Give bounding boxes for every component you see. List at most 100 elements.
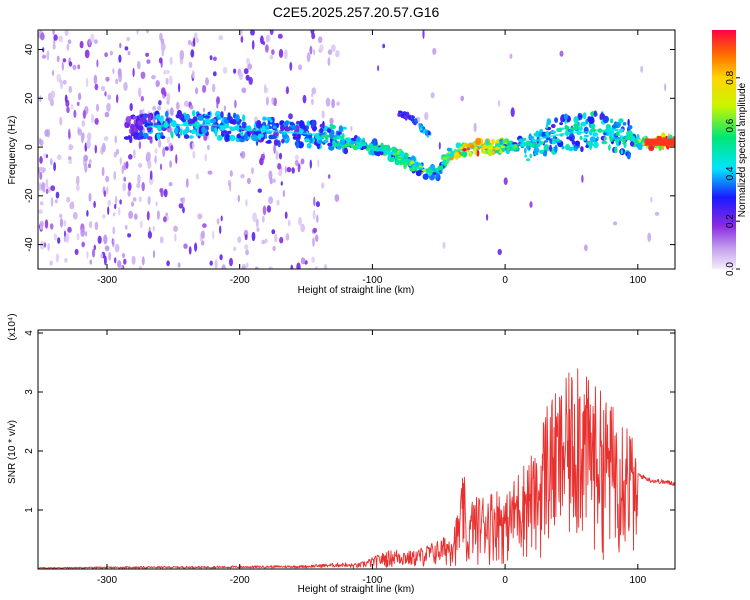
noise-blob: [182, 206, 185, 214]
noise-blob: [128, 154, 133, 160]
noise-blob: [79, 40, 84, 49]
noise-blob: [442, 241, 446, 249]
noise-blob: [209, 260, 213, 266]
noise-blob: [127, 182, 132, 191]
noise-blob: [138, 163, 143, 168]
noise-blob: [311, 98, 314, 106]
spectrogram-y-label: Frequency (Hz): [7, 116, 18, 185]
noise-blob: [104, 111, 110, 118]
ridge-highlight: [336, 135, 341, 139]
noise-blob: [195, 87, 199, 95]
noise-blob: [114, 257, 117, 264]
noise-blob: [460, 95, 465, 102]
ridge-blob: [526, 158, 531, 162]
secondary-ridge-blob: [419, 127, 423, 131]
noise-blob: [41, 54, 47, 59]
noise-blob: [158, 100, 162, 106]
noise-blob: [94, 221, 99, 231]
ridge-blob: [132, 116, 137, 120]
ridge-blob: [150, 122, 153, 127]
noise-blob: [80, 134, 84, 144]
noise-blob: [177, 262, 181, 268]
noise-blob: [291, 167, 295, 174]
ridge-blob: [164, 120, 168, 129]
noise-blob: [261, 239, 266, 245]
noise-blob: [112, 68, 115, 74]
noise-blob: [133, 213, 138, 220]
noise-blob: [312, 210, 316, 220]
noise-blob: [45, 178, 49, 189]
ridge-blob: [590, 122, 596, 129]
noise-blob: [286, 167, 292, 173]
noise-blob: [120, 264, 123, 269]
noise-blob: [137, 87, 142, 98]
noise-blob: [43, 186, 46, 193]
ridge-blob: [179, 128, 183, 136]
noise-blob: [284, 49, 288, 60]
noise-blob: [86, 139, 91, 150]
ridge-blob: [475, 137, 482, 146]
noise-blob: [86, 210, 89, 217]
noise-blob: [115, 78, 119, 85]
y-tick-label: 0: [24, 144, 35, 150]
noise-blob: [315, 201, 320, 208]
noise-blob: [255, 218, 259, 228]
ridge-blob: [205, 118, 208, 123]
noise-blob: [316, 214, 319, 223]
noise-blob: [131, 201, 134, 207]
ridge-blob: [580, 121, 587, 127]
noise-blob: [68, 61, 73, 67]
noise-blob: [229, 257, 233, 267]
noise-blob: [122, 182, 127, 192]
noise-blob: [129, 103, 133, 111]
ridge-highlight: [325, 134, 331, 138]
noise-blob: [559, 50, 564, 57]
ridge-blob: [487, 148, 493, 157]
ridge-blob: [588, 116, 595, 124]
ridge-blob: [326, 128, 332, 133]
noise-blob: [138, 141, 142, 150]
ridge-blob: [184, 134, 190, 140]
x-tick-label: -100: [362, 275, 382, 286]
noise-blob: [152, 105, 157, 111]
ridge-highlight: [535, 139, 541, 142]
snr-panel: -300 -200 -100 0 100 1 2 3 4 Height of straight…: [7, 313, 676, 595]
ridge-highlight: [506, 145, 510, 151]
noise-blob: [185, 178, 189, 188]
noise-blob: [284, 211, 288, 219]
noise-blob: [290, 264, 294, 269]
ridge-blob: [136, 115, 140, 121]
noise-blob: [190, 49, 195, 58]
noise-blob: [422, 30, 425, 39]
ridge-blob: [261, 125, 266, 133]
spectrogram-x-ticks: -300 -200 -100 0 100: [97, 30, 647, 286]
noise-blob: [285, 233, 290, 241]
noise-blob: [46, 154, 48, 159]
ridge-blob: [257, 133, 262, 141]
noise-blob: [319, 44, 324, 52]
ridge-blob: [129, 128, 132, 134]
noise-blob: [306, 52, 311, 63]
ridge-blob: [192, 110, 196, 117]
ridge-blob: [190, 129, 197, 135]
secondary-ridge-blob: [414, 118, 418, 123]
ridge-blob: [220, 111, 224, 118]
ridge-blob: [306, 120, 311, 127]
noise-blob: [90, 33, 95, 43]
y-tick-label: 20: [24, 92, 35, 104]
noise-blob: [207, 144, 210, 151]
noise-blob: [127, 190, 131, 197]
ridge-blob: [356, 136, 361, 143]
noise-blob: [101, 166, 105, 177]
noise-blob: [68, 159, 73, 164]
ridge-blob: [265, 117, 272, 121]
ridge-blob: [394, 159, 402, 165]
noise-blob: [145, 52, 150, 57]
noise-blob: [62, 80, 67, 85]
noise-blob: [107, 206, 110, 215]
ridge-highlight: [361, 142, 366, 145]
x-tick-label: -200: [230, 275, 250, 286]
noise-blob: [264, 238, 268, 244]
noise-blob: [244, 244, 249, 250]
